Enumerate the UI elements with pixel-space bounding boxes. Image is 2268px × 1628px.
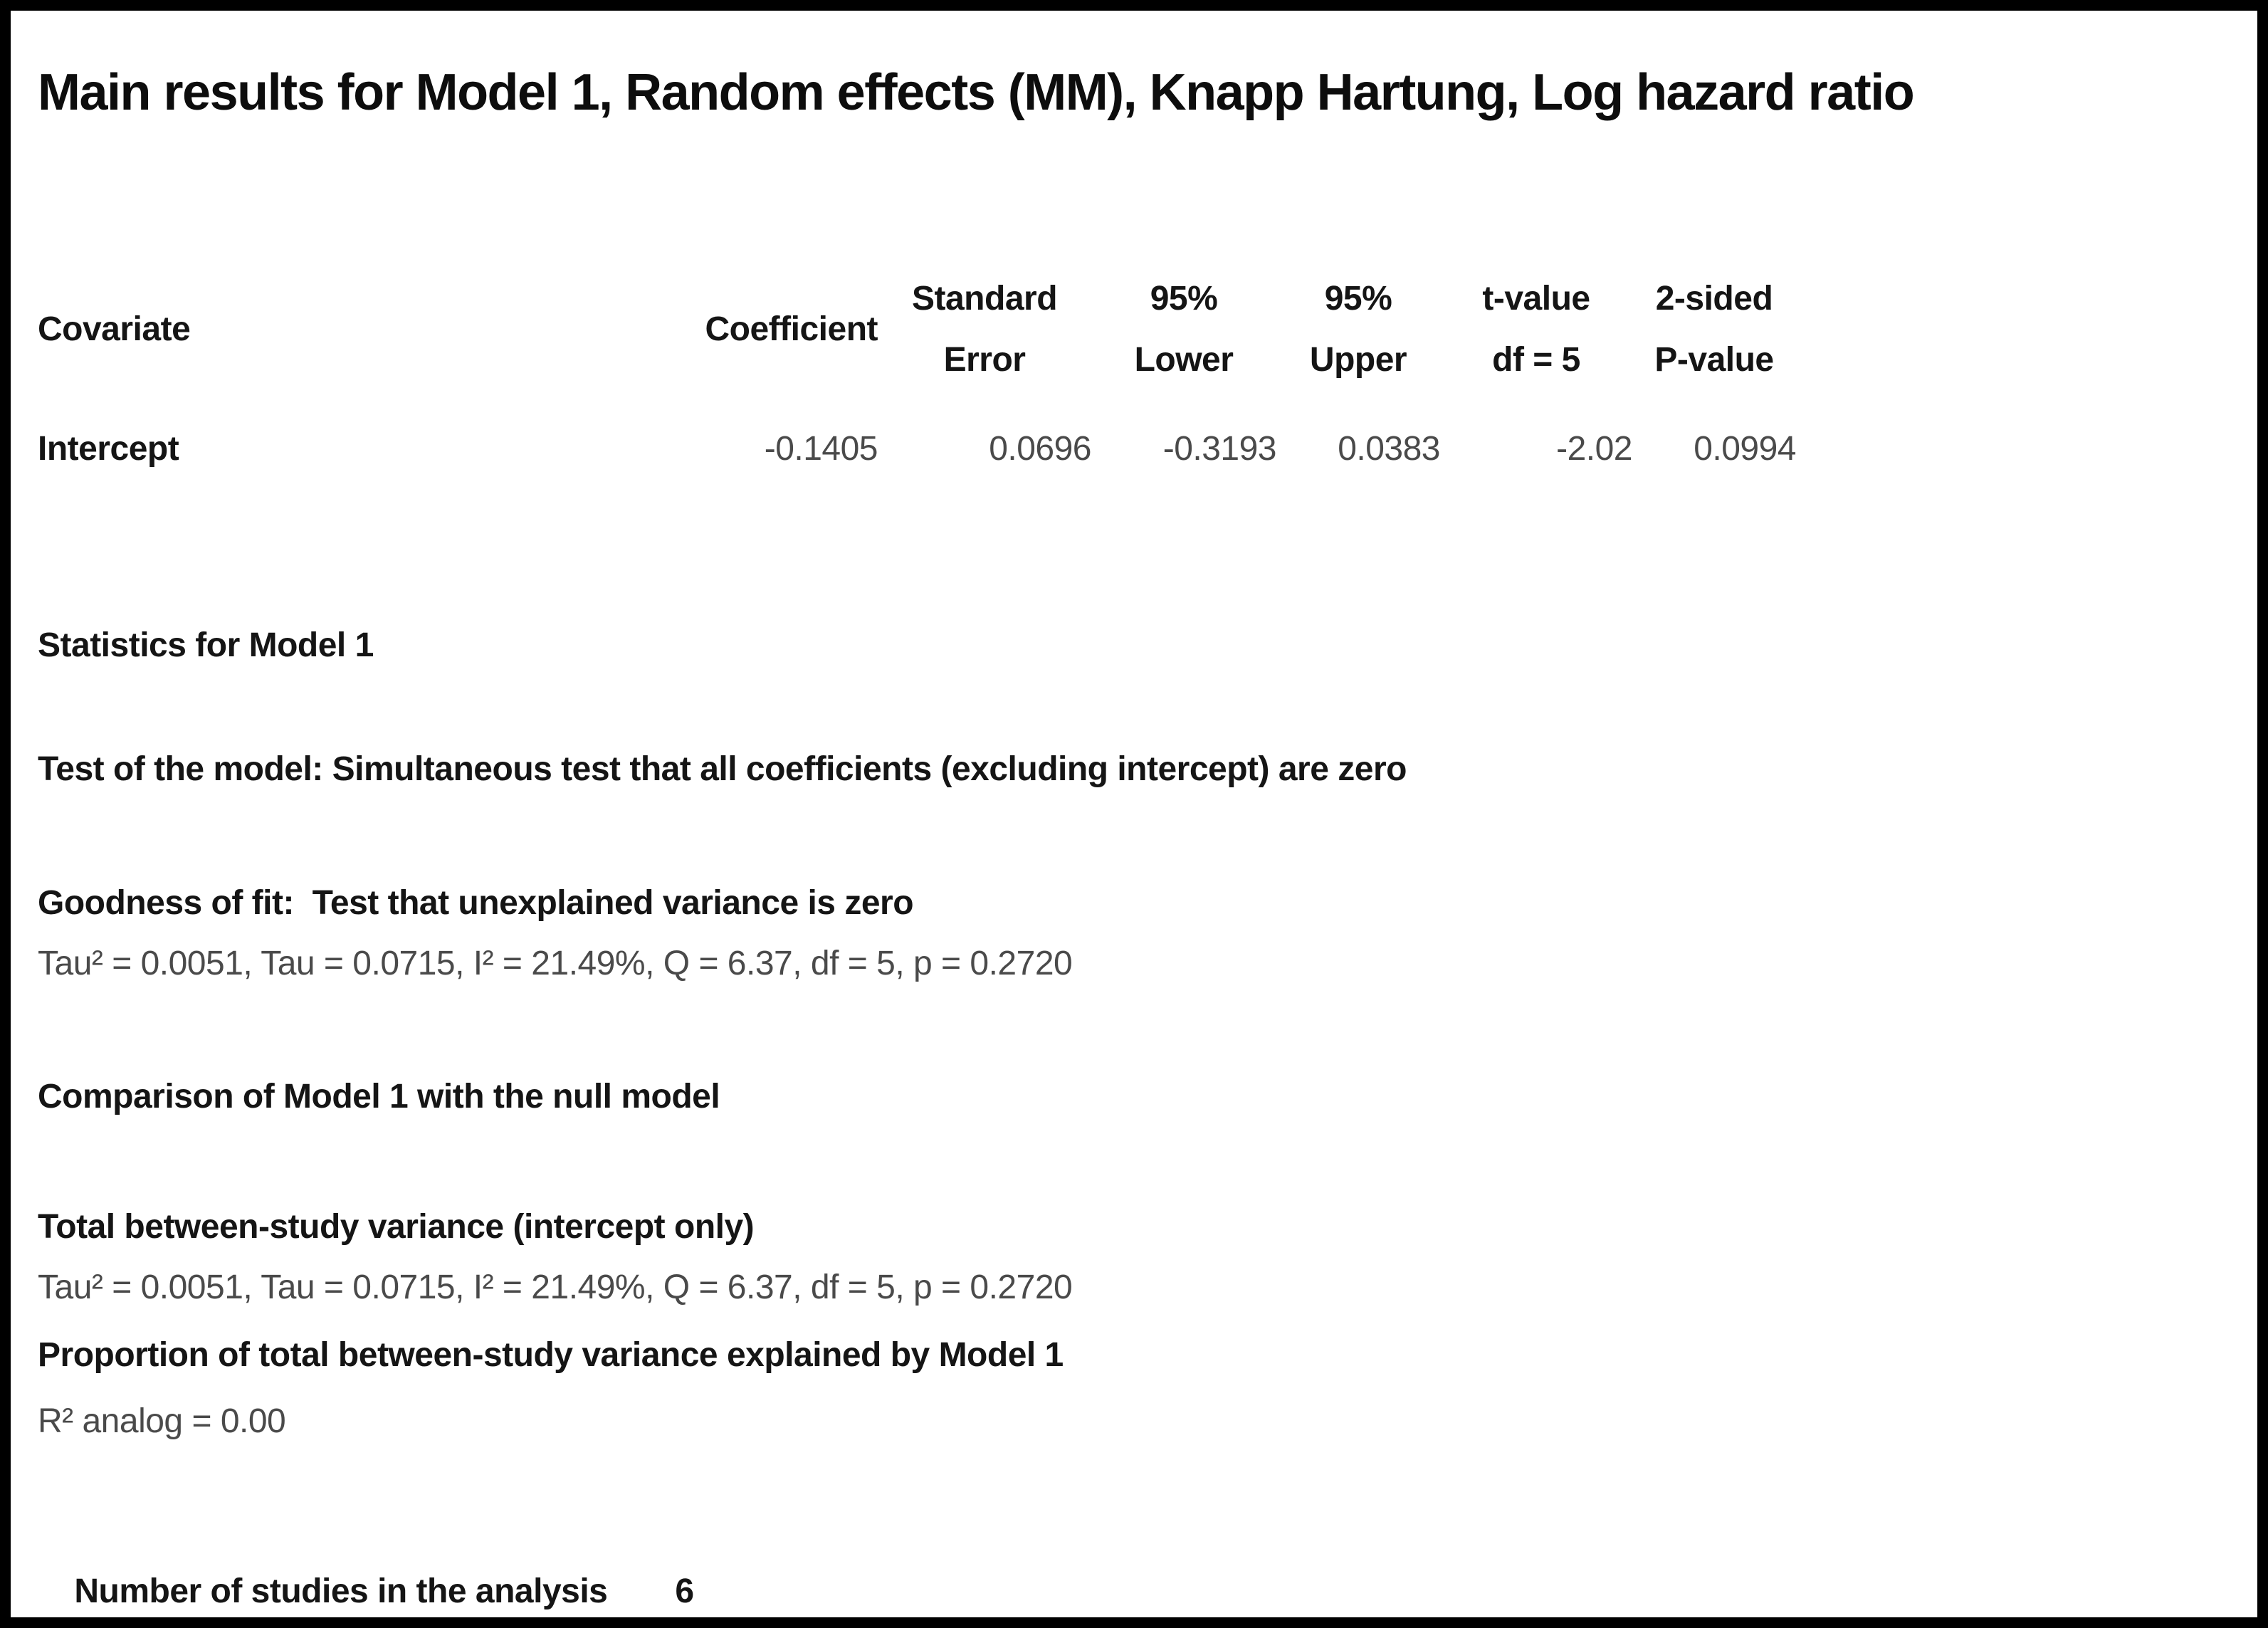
cell-standard-error: 0.0696 (989, 430, 1091, 468)
goodness-of-fit-heading: Goodness of fit: Test that unexplained v… (38, 884, 914, 922)
proportion-heading: Proportion of total between-study varian… (38, 1336, 1064, 1374)
studies-line: Number of studies in the analysis 6 (38, 1533, 694, 1617)
column-header-standard-error-line2: Error (943, 341, 1026, 379)
column-header-p-value-line1: 2-sided (1655, 280, 1773, 317)
column-header-standard-error: Standard Error (878, 268, 1091, 391)
column-header-t-value-line2: df = 5 (1492, 341, 1580, 379)
r2-analog-value: R² analog = 0.00 (38, 1402, 286, 1440)
cell-covariate: Intercept (38, 430, 179, 468)
column-header-p-value-line2: P-value (1654, 341, 1774, 379)
total-variance-heading: Total between-study variance (intercept … (38, 1208, 755, 1246)
studies-label: Number of studies in the analysis (74, 1572, 608, 1611)
column-header-95-upper-line1: 95% (1324, 280, 1392, 317)
column-header-covariate-label: Covariate (38, 310, 191, 348)
column-header-95-lower-line1: 95% (1150, 280, 1218, 317)
studies-count: 6 (675, 1572, 694, 1611)
column-header-95-upper: 95% Upper (1276, 268, 1440, 391)
column-header-95-upper-line2: Upper (1309, 341, 1407, 379)
column-header-95-lower: 95% Lower (1091, 268, 1276, 391)
results-table-row-intercept: Intercept -0.1405 0.0696 -0.3193 0.0383 … (38, 429, 1797, 469)
goodness-of-fit-stats: Tau² = 0.0051, Tau = 0.0715, I² = 21.49%… (38, 945, 1073, 982)
total-variance-stats: Tau² = 0.0051, Tau = 0.0715, I² = 21.49%… (38, 1269, 1073, 1306)
cell-95-upper: 0.0383 (1338, 430, 1440, 468)
cell-95-lower: -0.3193 (1162, 430, 1277, 468)
column-header-coefficient-label: Coefficient (705, 310, 878, 348)
report-title: Main results for Model 1, Random effects… (38, 64, 1915, 121)
cell-t-value: -2.02 (1556, 430, 1632, 468)
column-header-covariate: Covariate (38, 268, 607, 391)
column-header-t-value-line1: t-value (1482, 280, 1590, 317)
cell-p-value: 0.0994 (1694, 430, 1796, 468)
column-header-p-value: 2-sided P-value (1632, 268, 1796, 391)
column-header-standard-error-line1: Standard (911, 280, 1058, 317)
statistics-heading: Statistics for Model 1 (38, 626, 374, 664)
results-table-header: Covariate Coefficient Standard Error 95%… (38, 268, 1796, 391)
test-of-model-heading: Test of the model: Simultaneous test tha… (38, 750, 1407, 788)
comparison-heading: Comparison of Model 1 with the null mode… (38, 1078, 720, 1115)
cell-coefficient: -0.1405 (764, 430, 878, 468)
column-header-t-value: t-value df = 5 (1440, 268, 1632, 391)
column-header-coefficient: Coefficient (607, 268, 878, 391)
column-header-95-lower-line2: Lower (1134, 341, 1234, 379)
